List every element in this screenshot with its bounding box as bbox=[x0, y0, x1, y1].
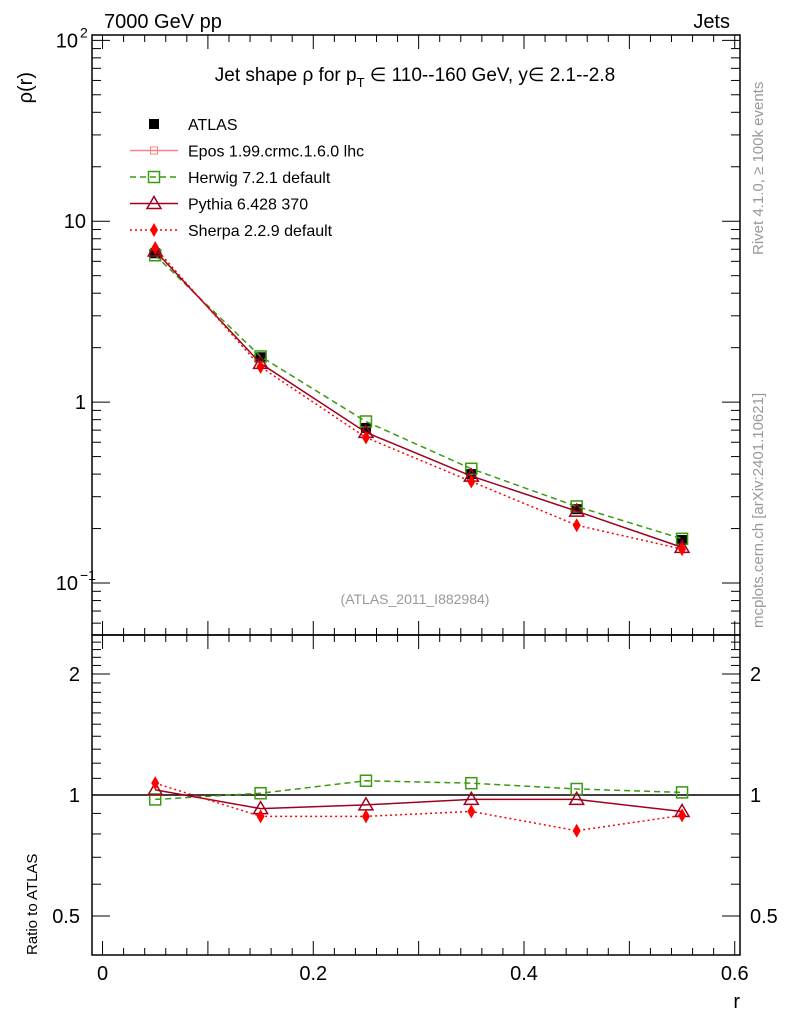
ratio-point-sherpa bbox=[572, 823, 581, 838]
series-line-sherpa bbox=[154, 247, 683, 550]
y-tick-exponent: −1 bbox=[80, 567, 96, 583]
data-point-sherpa bbox=[678, 542, 687, 557]
ratio-point-pythia bbox=[146, 781, 164, 796]
data-point-sherpa bbox=[151, 240, 160, 255]
data-point-sherpa bbox=[256, 359, 265, 374]
header-right: Jets bbox=[693, 11, 730, 33]
x-axis-label: r bbox=[733, 991, 740, 1013]
rivet-label: Rivet 4.1.0, ≥ 100k events bbox=[750, 82, 767, 255]
series-line-pythia bbox=[154, 250, 683, 549]
y-axis-label: ρ(r) bbox=[15, 72, 37, 103]
ratio-line-pythia bbox=[155, 789, 683, 813]
data-point-pythia bbox=[568, 502, 585, 517]
ratio-point-herwig bbox=[675, 786, 689, 799]
analysis-id: (ATLAS_2011_I882984) bbox=[341, 591, 490, 607]
ratio-tick-label-left: 2 bbox=[69, 664, 80, 686]
ratio-point-sherpa bbox=[678, 808, 687, 823]
data-point-herwig bbox=[359, 415, 373, 428]
ratio-point-pythia bbox=[463, 790, 480, 806]
mcplots-label: mcplots.cern.ch [arXiv:2401.10621] bbox=[750, 393, 767, 628]
series-line-herwig bbox=[154, 254, 683, 540]
data-point-sherpa bbox=[572, 518, 581, 533]
data-point-sherpa bbox=[467, 474, 476, 489]
data-point-sherpa bbox=[361, 430, 370, 445]
legend-marker-epos bbox=[150, 146, 158, 155]
ratio-point-sherpa bbox=[361, 809, 370, 824]
ratio-point-sherpa bbox=[256, 809, 265, 824]
legend-marker-atlas bbox=[149, 119, 159, 129]
legend-marker-herwig bbox=[147, 170, 161, 184]
header-left: 7000 GeV pp bbox=[104, 11, 222, 33]
ratio-point-pythia bbox=[568, 790, 585, 806]
legend-label-sherpa: Sherpa 2.2.9 default bbox=[188, 223, 333, 240]
data-point-pythia bbox=[146, 242, 164, 257]
legend-label-herwig: Herwig 7.2.1 default bbox=[188, 170, 331, 187]
legend-marker-pythia bbox=[145, 195, 163, 210]
legend-label-epos: Epos 1.99.crmc.1.6.0 lhc bbox=[188, 144, 364, 161]
ratio-point-sherpa bbox=[151, 776, 160, 791]
ratio-point-herwig bbox=[148, 793, 162, 806]
x-tick-label: 0 bbox=[97, 963, 108, 985]
ratio-point-herwig bbox=[359, 774, 373, 788]
ratio-tick-label-right: 2 bbox=[750, 664, 761, 686]
legend-marker-sherpa bbox=[150, 223, 158, 237]
ratio-tick-label-right: 0.5 bbox=[750, 906, 778, 928]
ratio-line-herwig bbox=[155, 780, 683, 801]
ratio-line-sherpa bbox=[154, 782, 683, 832]
x-tick-label: 0.4 bbox=[510, 963, 538, 985]
data-point-herwig bbox=[465, 462, 478, 476]
ratio-point-herwig bbox=[254, 787, 267, 800]
y-tick-exponent: 2 bbox=[80, 24, 88, 40]
ratio-point-herwig bbox=[465, 776, 478, 790]
data-point-herwig bbox=[570, 500, 583, 513]
data-point-atlas bbox=[571, 504, 582, 515]
y-tick-label: 10 bbox=[56, 573, 78, 595]
x-tick-label: 0.2 bbox=[299, 963, 327, 985]
chart-title: Jet shape ρ for pT ∈ 110--160 GeV, y∈ 2.… bbox=[215, 65, 615, 90]
ratio-point-herwig bbox=[570, 782, 583, 796]
y-tick-label: 1 bbox=[75, 392, 86, 414]
data-point-atlas bbox=[360, 422, 371, 433]
y-tick-label: 10 bbox=[56, 30, 78, 52]
ratio-point-sherpa bbox=[467, 804, 476, 819]
ratio-tick-label-left: 1 bbox=[69, 785, 80, 807]
y-tick-label: 10 bbox=[64, 211, 86, 233]
x-tick-label: 0.6 bbox=[721, 963, 749, 985]
ratio-tick-label-right: 1 bbox=[750, 785, 761, 807]
ratio-tick-label-left: 0.5 bbox=[52, 906, 80, 928]
legend-label-pythia: Pythia 6.428 370 bbox=[188, 197, 308, 214]
legend-label-atlas: ATLAS bbox=[188, 117, 238, 134]
ratio-y-axis-label: Ratio to ATLAS bbox=[24, 854, 41, 955]
